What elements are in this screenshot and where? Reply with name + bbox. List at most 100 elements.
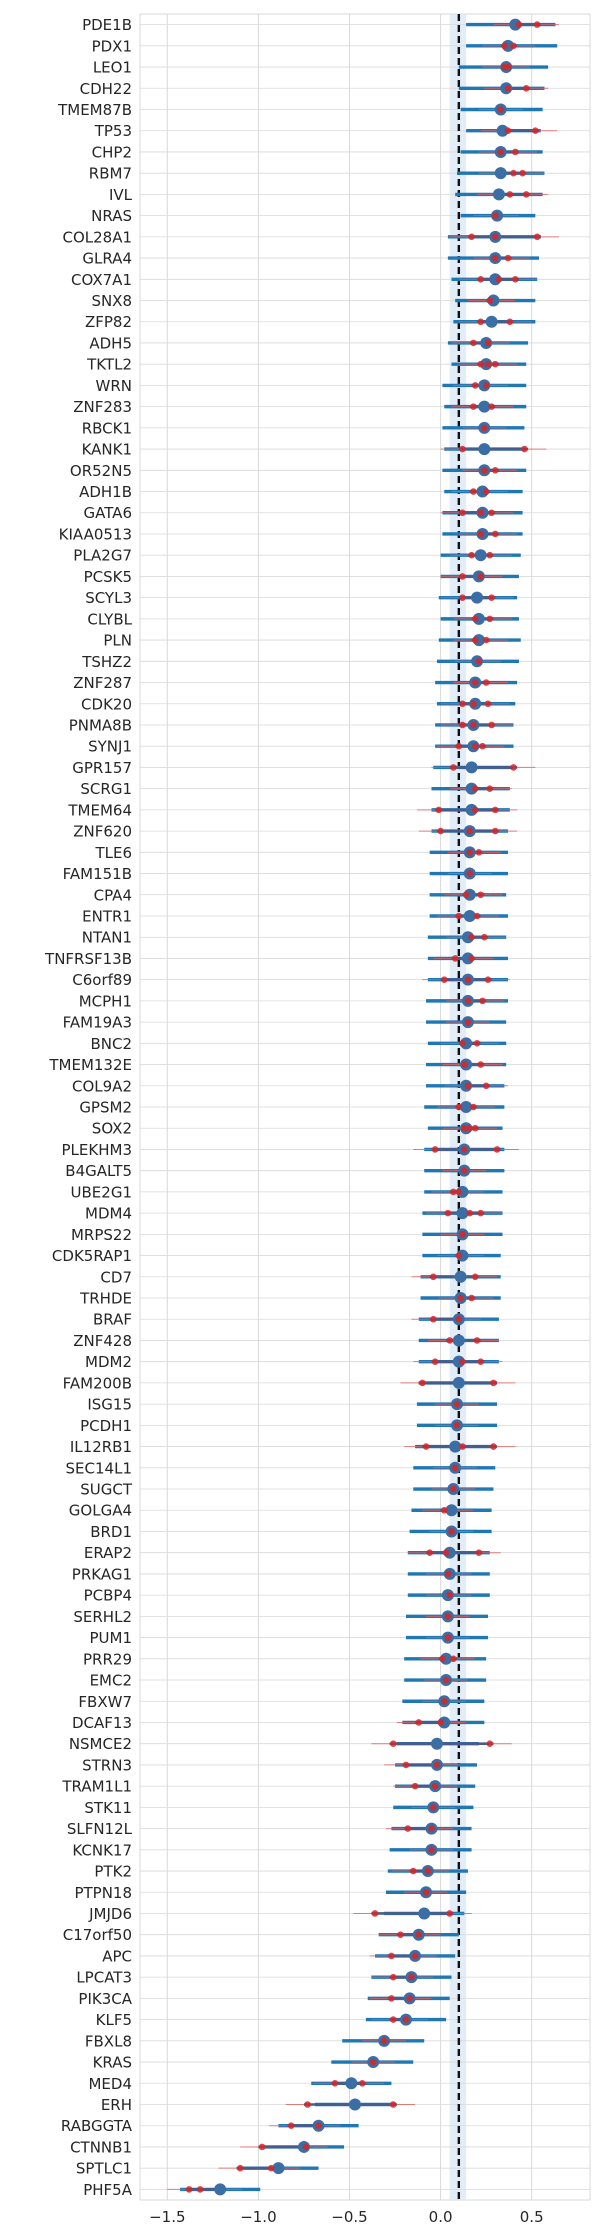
sub-point: [477, 1209, 484, 1217]
gene-label: TMEM64: [67, 801, 132, 819]
sub-point: [486, 551, 494, 559]
sub-point: [451, 955, 459, 962]
row-adh1b: [444, 485, 523, 498]
row-lpcat3: [371, 1971, 452, 1984]
row-znf620: [418, 825, 518, 838]
sub-point: [504, 254, 512, 262]
sub-point: [491, 467, 499, 474]
row-bnc2: [427, 1037, 507, 1050]
sub-point: [482, 679, 490, 686]
gene-label: RABGGTA: [61, 2117, 133, 2135]
row-gata6: [440, 506, 523, 519]
sub-point: [497, 106, 505, 113]
row-col9a2: [426, 1079, 509, 1092]
row-brd1: [409, 1525, 492, 1538]
row-col28a1: [447, 230, 560, 243]
gene-label: KIAA0513: [59, 525, 132, 543]
gene-label: SEC14L1: [66, 1459, 132, 1477]
row-kras: [331, 2056, 414, 2069]
gene-label: IL12RB1: [70, 1438, 132, 1456]
gene-label: STK11: [84, 1799, 132, 1817]
row-ptk2: [387, 1865, 468, 1878]
sub-point: [331, 2079, 339, 2087]
estimate-point: [456, 1207, 469, 1220]
sub-point: [484, 976, 492, 983]
row-ivl: [455, 188, 549, 201]
row-golga4: [411, 1504, 492, 1517]
row-ptpn18: [385, 1886, 467, 1899]
sub-point: [442, 1549, 450, 1556]
estimate-point: [348, 2098, 361, 2111]
row-kcnk17: [389, 1843, 472, 1856]
row-fam151b: [429, 867, 509, 880]
sub-point: [512, 275, 519, 283]
sub-point: [504, 84, 512, 92]
gene-label: EMC2: [90, 1672, 132, 1690]
row-znf283: [444, 400, 527, 413]
gene-label: KRAS: [93, 2054, 132, 2072]
gene-label: WRN: [96, 377, 132, 395]
gene-label: LEO1: [93, 59, 132, 77]
gene-label: ZNF283: [73, 398, 132, 416]
gene-label: MDM4: [85, 1205, 132, 1223]
sub-point: [481, 424, 488, 432]
row-tnfrsf13b: [427, 952, 509, 965]
sub-point: [482, 1082, 490, 1090]
gene-label: ERH: [101, 2096, 132, 2114]
x-tick-label: 0.0: [429, 2208, 453, 2226]
row-c6orf89: [422, 973, 510, 986]
sub-point: [473, 912, 481, 920]
row-slfn12l: [385, 1822, 472, 1835]
sub-point: [482, 636, 490, 644]
row-tmem132e: [426, 1058, 507, 1071]
gene-label: SOX2: [92, 1120, 132, 1138]
sub-point: [462, 891, 470, 899]
sub-point: [504, 127, 512, 135]
sub-point: [448, 1528, 455, 1535]
sub-point: [466, 870, 474, 877]
data-layer: [167, 18, 560, 2196]
sub-point: [532, 127, 539, 135]
row-pcsk5: [440, 570, 519, 583]
sub-point: [371, 1910, 379, 1917]
row-mdm4: [422, 1207, 503, 1220]
sub-point: [267, 2164, 275, 2172]
gene-label: C6orf89: [72, 971, 132, 989]
row-nsmce2: [371, 1737, 512, 1750]
sub-point: [488, 594, 495, 601]
row-mdm2: [413, 1355, 503, 1368]
row-sox2: [427, 1122, 503, 1135]
gene-label: NRAS: [91, 207, 132, 225]
sub-point: [488, 509, 495, 517]
x-tick-label: −1.0: [240, 2208, 276, 2226]
sub-point: [442, 1676, 450, 1684]
gene-label: IVL: [109, 186, 133, 204]
gene-label: PLEKHM3: [62, 1141, 132, 1159]
gene-label: JMJD6: [88, 1905, 132, 1923]
gene-label: TNFRSF13B: [44, 950, 132, 968]
sub-point: [497, 148, 505, 156]
sub-point: [460, 1167, 468, 1174]
sub-point: [486, 615, 494, 623]
sub-point: [459, 1040, 466, 1047]
gene-label: C17orf50: [63, 1926, 132, 1944]
row-scyl3: [438, 591, 518, 604]
row-pla2g7: [440, 549, 521, 562]
sub-point: [481, 933, 488, 941]
gene-label: ERAP2: [84, 1544, 132, 1562]
row-leo1: [458, 61, 549, 74]
sub-point: [459, 1231, 466, 1238]
gene-label: FAM151B: [63, 865, 132, 883]
sub-point: [380, 2037, 388, 2045]
gene-label: ZNF620: [73, 823, 132, 841]
sub-point: [470, 721, 477, 729]
sub-point: [236, 2164, 244, 2172]
sub-point: [444, 1209, 452, 1217]
x-tick-label: −1.5: [149, 2208, 185, 2226]
sub-point: [468, 233, 475, 241]
gene-label: GPSM2: [79, 1099, 132, 1117]
sub-point: [389, 2016, 397, 2023]
sub-point: [453, 1422, 461, 1429]
gene-label: FBXL8: [85, 2032, 132, 2050]
